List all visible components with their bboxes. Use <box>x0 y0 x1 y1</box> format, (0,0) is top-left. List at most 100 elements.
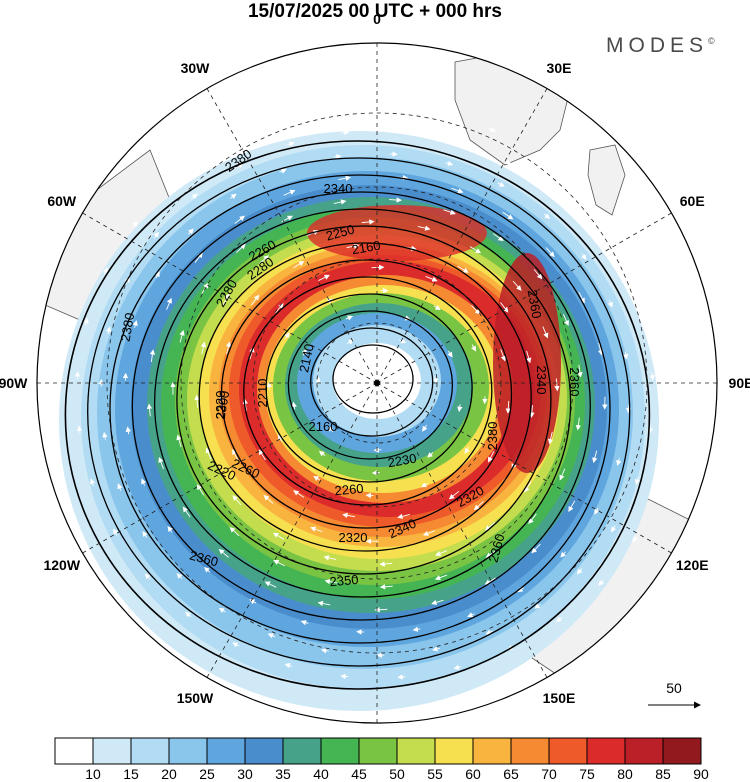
wind-arrow <box>278 434 283 442</box>
wind-arrow <box>229 527 240 537</box>
wind-arrow <box>222 293 230 305</box>
contour-label: 2320 <box>339 530 368 545</box>
wind-arrow <box>649 372 656 381</box>
wind-arrow <box>412 626 421 632</box>
wind-arrow <box>200 341 207 355</box>
wind-arrow <box>560 551 567 558</box>
colorbar-tick-60: 60 <box>465 766 481 782</box>
wind-arrow <box>279 168 287 174</box>
wind-arrow <box>505 400 511 414</box>
wind-arrow <box>169 181 176 187</box>
meridian-30W <box>206 88 378 384</box>
contour-label-text: 2380 <box>485 422 500 451</box>
wind-arrow <box>273 560 285 567</box>
wind-arrow <box>205 447 212 460</box>
wind-arrow <box>443 209 456 215</box>
wind-arrow <box>196 484 205 496</box>
colorbar-tick-65: 65 <box>503 766 519 782</box>
wind-arrow <box>488 126 497 132</box>
wind-arrow <box>324 578 338 585</box>
wind-arrow <box>485 549 497 558</box>
lon-label-120W: 120W <box>43 557 80 573</box>
wind-arrow <box>258 255 269 265</box>
wind-arrow <box>467 612 475 618</box>
colorbar-box-8 <box>358 737 398 765</box>
wind-arrow <box>310 526 323 533</box>
wind-arrow <box>187 228 194 235</box>
wind-arrow <box>623 351 629 360</box>
wind-arrow <box>76 425 83 434</box>
contour-label-text: 2340 <box>534 366 549 395</box>
colorbar-tick-55: 55 <box>427 766 443 782</box>
colorbar-box-3 <box>168 737 208 765</box>
wind-arrow <box>264 581 277 588</box>
wind-arrow <box>194 252 203 263</box>
wind-arrow <box>158 457 164 470</box>
wind-arrow <box>620 271 626 279</box>
contour-label: 2360 <box>485 532 507 564</box>
wind-arrow <box>214 148 222 154</box>
wind-arrow <box>301 348 307 356</box>
contour-label: 2140 <box>296 342 317 373</box>
wind-arrow <box>191 193 198 200</box>
wind-arrow <box>577 364 583 378</box>
wind-arrow <box>263 495 274 504</box>
wind-vectors <box>74 105 680 680</box>
lon-label-90E: 90E <box>729 375 750 391</box>
contour-label-text: 2320 <box>339 530 368 545</box>
lon-label-120E: 120E <box>676 557 709 573</box>
wind-arrow <box>218 607 226 614</box>
wind-arrow <box>670 433 677 442</box>
wind-arrow <box>434 111 442 117</box>
wind-arrow <box>517 586 525 593</box>
wind-arrow <box>417 225 431 231</box>
colorbar-tick-75: 75 <box>579 766 595 782</box>
wind-arrow <box>313 475 321 482</box>
wind-arrow <box>317 600 331 607</box>
wind-arrow <box>457 404 463 413</box>
contour-label: 2230 <box>387 451 418 471</box>
wind-arrow <box>533 269 543 280</box>
wind-arrow <box>640 320 646 329</box>
lon-label-90W: 90W <box>0 375 28 391</box>
wind-arrow <box>125 426 131 435</box>
colorbar-tick-15: 15 <box>123 766 139 782</box>
wind-arrow <box>607 300 613 308</box>
meridian-60W <box>82 212 378 384</box>
height-contours <box>64 140 651 690</box>
wind-arrow <box>568 500 576 512</box>
contour-label: 2260 <box>334 481 364 498</box>
contour-label: 2380 <box>118 312 138 343</box>
wind-arrow <box>320 109 329 116</box>
wind-arrow <box>342 512 355 519</box>
lon-label-150E: 150E <box>543 690 576 706</box>
wind-arrow <box>154 271 160 279</box>
wind-arrow <box>469 246 482 254</box>
contour-label: 2340 <box>534 366 549 395</box>
wind-arrow <box>543 213 550 220</box>
contour-label: 2360 <box>525 289 545 320</box>
contour-label: 2250 <box>324 221 356 243</box>
wind-arrow <box>373 447 382 453</box>
contour-label-text: 2220 <box>213 391 228 420</box>
wind-arrow <box>293 260 305 269</box>
wind-arrow <box>529 405 535 418</box>
contour-2340 <box>131 191 591 621</box>
wind-arrow <box>232 449 239 461</box>
wind-arrow <box>397 674 406 680</box>
madagascar-land <box>587 144 626 216</box>
colorbar-box-13 <box>548 737 588 765</box>
colorbar-tick-25: 25 <box>199 766 215 782</box>
map-border <box>36 42 718 724</box>
lon-label-30W: 30W <box>181 60 211 76</box>
wind-arrow <box>182 506 191 518</box>
longitude-labels: 030E60E90E120E150E180150W120W90W60W30W <box>0 11 750 755</box>
wind-arrow <box>389 197 402 203</box>
colorbar-box-0 <box>54 737 94 765</box>
wind-arrow <box>204 566 211 573</box>
contour-label-text: 2260 <box>334 481 364 498</box>
contour-label-text: 2230 <box>387 451 418 471</box>
wind-arrow <box>102 431 108 440</box>
